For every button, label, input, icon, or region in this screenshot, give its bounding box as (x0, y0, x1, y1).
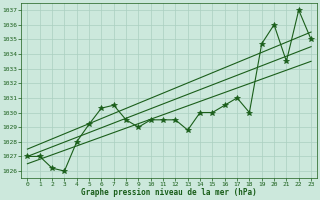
X-axis label: Graphe pression niveau de la mer (hPa): Graphe pression niveau de la mer (hPa) (81, 188, 257, 197)
